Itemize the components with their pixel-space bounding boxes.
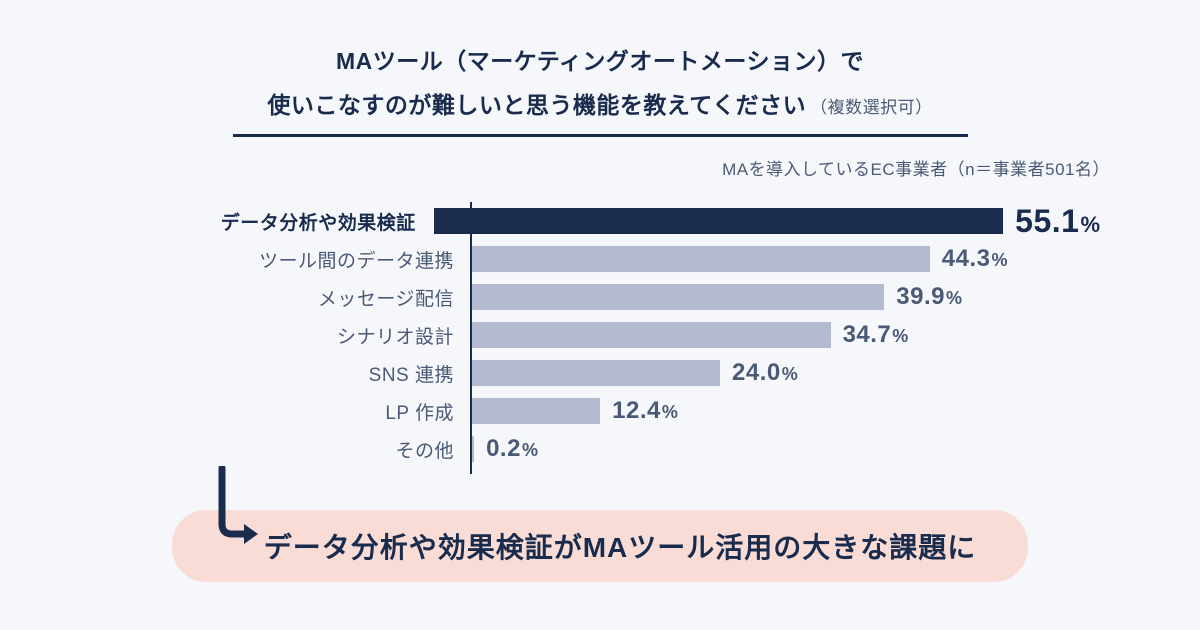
title-line-2-main: 使いこなすのが難しいと思う機能を教えてください <box>267 92 806 118</box>
title-line-2: 使いこなすのが難しいと思う機能を教えてください（複数選択可） <box>0 86 1200 120</box>
chart-bar <box>472 436 474 462</box>
chart-row-label: シナリオ設計 <box>100 322 462 349</box>
conclusion-wrap: データ分析や効果検証がMAツール活用の大きな課題に <box>0 510 1200 582</box>
chart-row: ツール間のデータ連携 44.3% <box>100 240 1100 278</box>
chart-bar-zone: 44.3% <box>462 240 1100 278</box>
title-line-1: MAツール（マーケティングオートメーション）で <box>0 42 1200 76</box>
chart-value: 55.1% <box>1015 203 1100 240</box>
chart-value: 12.4% <box>612 397 678 425</box>
conclusion-arrow-icon <box>208 466 264 556</box>
chart-bar-zone: 55.1% <box>424 202 1100 240</box>
title-line-2-note: （複数選択可） <box>810 98 933 117</box>
chart-bar <box>472 360 720 386</box>
chart-row-label: その他 <box>100 436 462 463</box>
conclusion-text: データ分析や効果検証がMAツール活用の大きな課題に <box>264 532 977 563</box>
chart-row: データ分析や効果検証 55.1% <box>100 202 1100 240</box>
chart-bar <box>472 284 884 310</box>
chart-value: 39.9% <box>896 283 962 311</box>
chart-row: LP 作成 12.4% <box>100 392 1100 430</box>
chart-value: 44.3% <box>942 245 1008 273</box>
chart-row-label: LP 作成 <box>100 398 462 425</box>
chart-bar-zone: 39.9% <box>462 278 1100 316</box>
chart-row-label: データ分析や効果検証 <box>100 208 424 235</box>
chart-bar-zone: 0.2% <box>462 430 1100 468</box>
chart-bar <box>434 208 1003 234</box>
chart-row-label: ツール間のデータ連携 <box>100 246 462 273</box>
chart-bar <box>472 246 930 272</box>
chart-subtitle: MAを導入しているEC事業者（n＝事業者501名） <box>90 155 1110 180</box>
chart-bar <box>472 398 600 424</box>
chart-bar-zone: 12.4% <box>462 392 1100 430</box>
chart-row: SNS 連携 24.0% <box>100 354 1100 392</box>
chart-title-block: MAツール（マーケティングオートメーション）で 使いこなすのが難しいと思う機能を… <box>0 0 1200 137</box>
chart-bar-zone: 34.7% <box>462 316 1100 354</box>
bar-chart: データ分析や効果検証 55.1% ツール間のデータ連携 44.3% メッセージ配信 39.… <box>100 202 1100 468</box>
chart-row: シナリオ設計 34.7% <box>100 316 1100 354</box>
conclusion-callout: データ分析や効果検証がMAツール活用の大きな課題に <box>172 510 1029 582</box>
chart-bar-zone: 24.0% <box>462 354 1100 392</box>
title-underline <box>233 134 968 137</box>
chart-row: その他 0.2% <box>100 430 1100 468</box>
chart-value: 34.7% <box>843 321 909 349</box>
chart-value: 0.2% <box>486 435 538 463</box>
chart-row-label: メッセージ配信 <box>100 284 462 311</box>
chart-value: 24.0% <box>732 359 798 387</box>
chart-bar <box>472 322 831 348</box>
chart-row: メッセージ配信 39.9% <box>100 278 1100 316</box>
chart-row-label: SNS 連携 <box>100 360 462 387</box>
